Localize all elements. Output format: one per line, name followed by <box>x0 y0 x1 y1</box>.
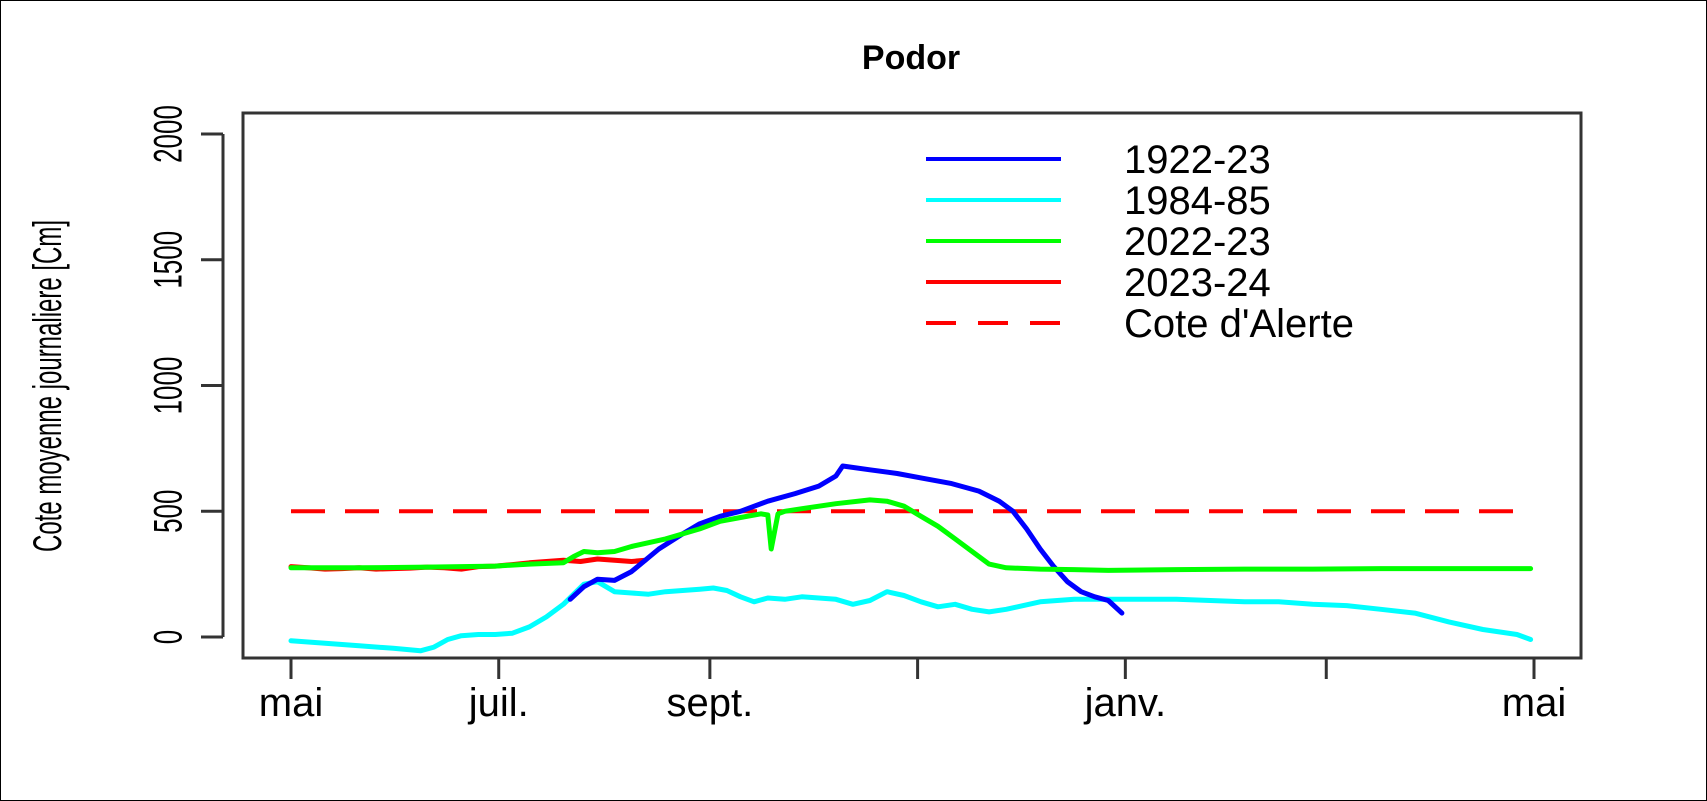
x-tick-label: mai <box>1502 681 1566 725</box>
series-line-2022-23 <box>288 497 1534 573</box>
y-tick-label: 1500 <box>146 231 191 289</box>
x-axis: mai juil. sept. janv. mai <box>259 656 1566 725</box>
series-line-1984-85 <box>288 579 1534 654</box>
legend-label: 2022-23 <box>1124 220 1271 264</box>
x-tick-label: sept. <box>667 681 754 725</box>
y-axis: 0 500 1000 1500 2000 <box>146 105 225 644</box>
x-tick-label: juil. <box>468 681 529 725</box>
y-tick-label: 1000 <box>146 357 191 415</box>
legend-label: 1984-85 <box>1124 179 1271 223</box>
plot-area-border <box>241 111 1583 660</box>
y-tick-label: 2000 <box>146 105 191 163</box>
legend-label: 1922-23 <box>1124 138 1271 182</box>
y-axis-label: Cote moyenne journaliere [Cm] <box>25 220 70 552</box>
legend-label: 2023-24 <box>1124 261 1271 305</box>
chart-title: Podor <box>862 39 960 77</box>
y-tick-label: 0 <box>146 630 191 644</box>
x-tick-label: mai <box>259 681 323 725</box>
series-layer <box>288 463 1534 654</box>
legend-label: Cote d'Alerte <box>1124 302 1354 346</box>
x-tick-label: janv. <box>1084 681 1167 725</box>
y-tick-label: 500 <box>146 490 191 533</box>
